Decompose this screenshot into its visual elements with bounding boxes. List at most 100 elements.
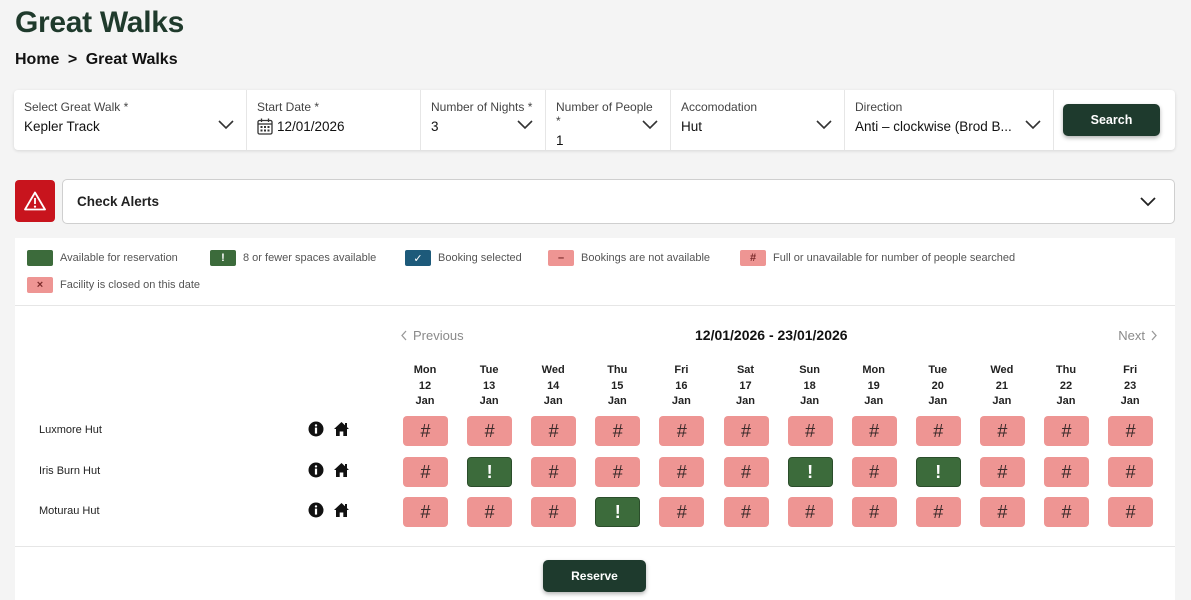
day-header-dow: Mon xyxy=(413,364,437,376)
day-header-mon: Jan xyxy=(864,395,884,407)
day-header-day: 14 xyxy=(547,379,560,392)
day-header: Fri 16 Jan xyxy=(656,363,706,410)
availability-cell[interactable]: ! xyxy=(915,457,961,487)
info-icon[interactable] xyxy=(308,421,324,437)
day-header-mon: Jan xyxy=(800,395,820,407)
availability-cell[interactable]: # xyxy=(723,497,769,527)
availability-cell[interactable]: # xyxy=(1108,457,1154,487)
availability-cell[interactable]: # xyxy=(531,497,577,527)
start-date-field[interactable]: Start Date * 12/01/2026 xyxy=(247,90,421,150)
availability-cell[interactable]: # xyxy=(659,497,705,527)
day-header-dow: Thu xyxy=(607,364,628,376)
page-title: Great Walks xyxy=(15,6,184,39)
day-header-dow: Wed xyxy=(541,364,565,376)
legend-label: 8 or fewer spaces available xyxy=(243,252,377,264)
hut-icons xyxy=(308,462,350,478)
availability-cell[interactable]: # xyxy=(787,497,833,527)
info-icon[interactable] xyxy=(308,462,324,478)
day-header-mon: Jan xyxy=(1120,395,1140,407)
chevron-down-icon xyxy=(218,120,234,130)
day-header: Thu 15 Jan xyxy=(592,363,642,410)
day-header: Wed 14 Jan xyxy=(528,363,578,410)
availability-cell[interactable]: # xyxy=(595,416,641,446)
check-alerts-toggle[interactable]: Check Alerts xyxy=(62,179,1175,224)
great-walk-select[interactable]: Select Great Walk * Kepler Track xyxy=(14,90,247,150)
availability-cell[interactable]: # xyxy=(915,497,961,527)
day-header-mon: Jan xyxy=(607,395,627,407)
day-header: Tue 20 Jan xyxy=(913,363,963,410)
availability-cell[interactable]: # xyxy=(851,457,897,487)
day-header: Wed 21 Jan xyxy=(977,363,1027,410)
reserve-button[interactable]: Reserve xyxy=(543,560,646,592)
availability-cell[interactable]: # xyxy=(467,416,513,446)
search-button[interactable]: Search xyxy=(1063,104,1160,136)
next-button[interactable]: Next xyxy=(1118,328,1158,343)
info-icon[interactable] xyxy=(308,502,324,518)
availability-cell[interactable]: # xyxy=(1044,457,1089,487)
day-header: Tue 13 Jan xyxy=(464,363,514,410)
availability-cell[interactable]: # xyxy=(403,497,448,527)
great-walk-label: Select Great Walk * xyxy=(24,100,129,114)
hut-icons xyxy=(308,502,350,518)
day-header-mon: Jan xyxy=(992,395,1012,407)
day-header-day: 19 xyxy=(867,379,880,392)
chevron-down-icon xyxy=(1140,197,1156,207)
availability-cell[interactable]: # xyxy=(851,497,897,527)
availability-cell[interactable]: # xyxy=(787,416,833,446)
day-header-dow: Fri xyxy=(1123,364,1138,376)
availability-cell[interactable]: # xyxy=(531,457,577,487)
direction-select[interactable]: Direction Anti – clockwise (Brod B... xyxy=(845,90,1054,150)
legend-label: Booking selected xyxy=(438,252,522,264)
day-header-day: 20 xyxy=(931,379,944,392)
availability-cell[interactable]: # xyxy=(531,416,577,446)
legend-swatch: ✓ xyxy=(405,250,431,266)
day-header-day: 15 xyxy=(611,379,624,392)
search-bar: Select Great Walk * Kepler Track Start D… xyxy=(14,90,1175,150)
availability-cell[interactable]: # xyxy=(1108,497,1154,527)
day-header: Mon 19 Jan xyxy=(849,363,899,410)
chevron-down-icon xyxy=(1025,120,1041,130)
start-date-value: 12/01/2026 xyxy=(277,119,345,134)
chevron-down-icon xyxy=(816,120,832,130)
availability-cell[interactable]: # xyxy=(979,497,1025,527)
availability-cell[interactable]: # xyxy=(659,457,705,487)
availability-cell[interactable]: # xyxy=(979,457,1025,487)
breadcrumb: Home > Great Walks xyxy=(15,51,178,69)
availability-cell[interactable]: # xyxy=(1108,416,1154,446)
day-header: Sat 17 Jan xyxy=(721,363,771,410)
availability-cell[interactable]: # xyxy=(851,416,897,446)
chevron-down-icon xyxy=(642,120,658,130)
availability-cell[interactable]: # xyxy=(1044,416,1089,446)
availability-cell[interactable]: # xyxy=(467,497,513,527)
day-header-dow: Tue xyxy=(928,364,948,376)
legend-label: Bookings are not available xyxy=(581,252,711,264)
availability-cell[interactable]: # xyxy=(659,416,705,446)
availability-cell[interactable]: # xyxy=(403,416,448,446)
availability-cell[interactable]: ! xyxy=(467,457,513,487)
legend-item: # Full or unavailable for number of peopl… xyxy=(740,250,1015,266)
nights-select[interactable]: Number of Nights * 3 xyxy=(421,90,546,150)
day-header-day: 17 xyxy=(739,379,752,392)
warning-icon xyxy=(24,191,46,211)
availability-cell[interactable]: # xyxy=(1044,497,1089,527)
breadcrumb-home[interactable]: Home xyxy=(15,51,60,68)
availability-cell[interactable]: # xyxy=(915,416,961,446)
previous-button[interactable]: Previous xyxy=(400,328,464,343)
home-icon[interactable] xyxy=(333,462,350,478)
availability-cell[interactable]: # xyxy=(403,457,448,487)
breadcrumb-current: Great Walks xyxy=(85,51,178,68)
home-icon[interactable] xyxy=(333,421,350,437)
accommodation-select[interactable]: Accomodation Hut xyxy=(671,90,845,150)
availability-cell[interactable]: # xyxy=(723,416,769,446)
day-header: Sun 18 Jan xyxy=(785,363,835,410)
availability-cell[interactable]: # xyxy=(595,457,641,487)
availability-cell[interactable]: ! xyxy=(787,457,833,487)
day-header-mon: Jan xyxy=(415,395,435,407)
divider xyxy=(15,546,1175,547)
hut-icons xyxy=(308,421,350,437)
availability-cell[interactable]: ! xyxy=(595,497,641,527)
home-icon[interactable] xyxy=(333,502,350,518)
availability-cell[interactable]: # xyxy=(723,457,769,487)
people-select[interactable]: Number of People * 1 xyxy=(546,90,671,150)
availability-cell[interactable]: # xyxy=(979,416,1025,446)
